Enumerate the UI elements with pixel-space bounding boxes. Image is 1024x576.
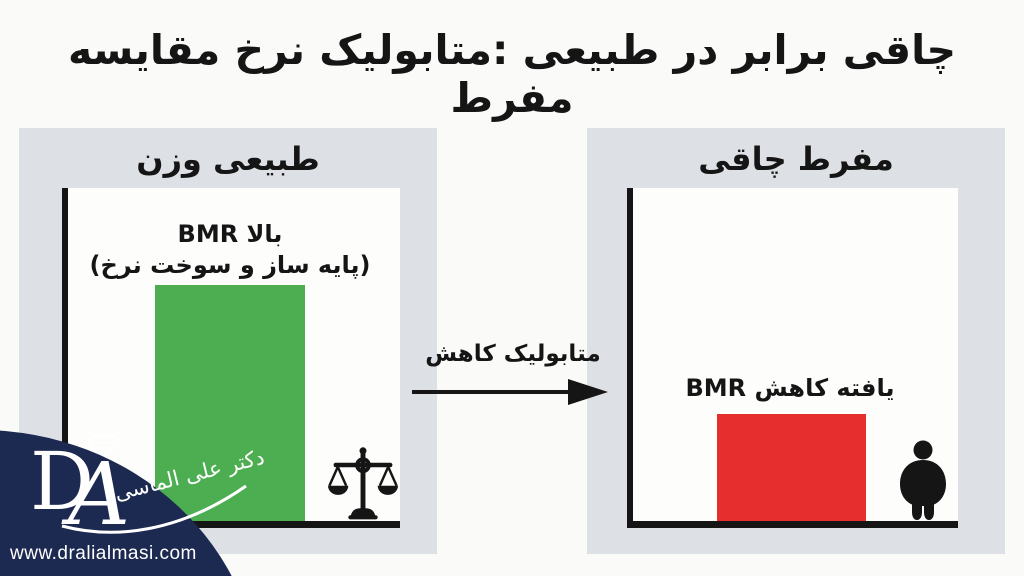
page-title: مقایسه نرخ متابولیک: طبیعی در برابر چاقی…	[67, 26, 957, 122]
bmr-reduced-bar	[717, 414, 866, 521]
bmr-high-label: BMR بالا (نرخ سوخت و ساز پایه)	[80, 219, 380, 281]
bmr-high-label-line1: BMR بالا	[177, 220, 283, 248]
metabolic-decrease-label: کاهش متابولیک	[425, 341, 601, 367]
panel-morbid-obesity-header: چاقی مفرط	[698, 140, 894, 178]
balance-scale-icon	[328, 444, 398, 522]
bmr-reduced-label: BMR کاهش یافته	[685, 374, 895, 402]
obese-person-icon	[895, 440, 951, 522]
right-arrow-icon	[410, 375, 610, 409]
panel-normal-weight-header: وزن طبیعی	[136, 140, 320, 178]
logo-monogram-a: A	[68, 445, 131, 545]
chart-morbid-obesity	[627, 188, 958, 528]
logo-swoosh	[60, 468, 250, 538]
logo-monogram-d: D	[30, 435, 95, 528]
bmr-high-bar	[155, 284, 305, 521]
bmr-high-label-line2: (نرخ سوخت و ساز پایه)	[89, 251, 371, 279]
diamond-icon	[86, 434, 122, 456]
website-url[interactable]: www.dralialmasi.com	[10, 543, 197, 564]
